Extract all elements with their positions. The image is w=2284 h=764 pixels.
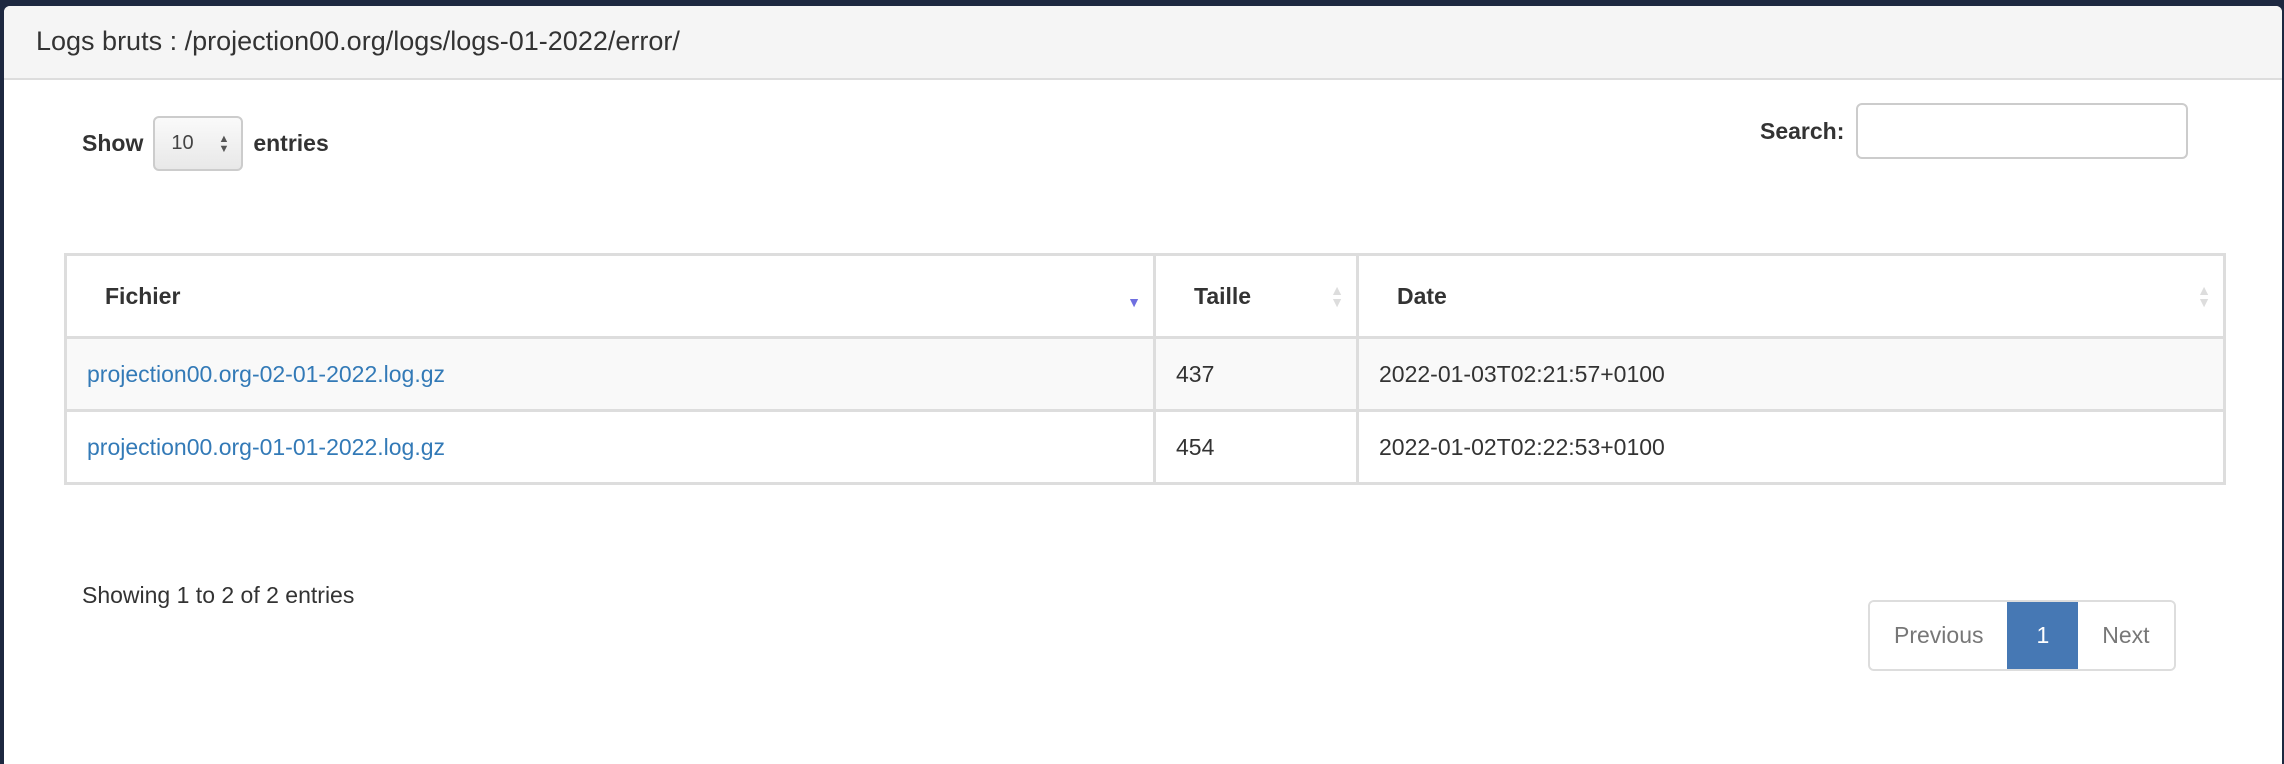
cell-size: 437 — [1153, 336, 1359, 412]
pagination: Previous 1 Next — [1868, 600, 2176, 671]
logs-table: Fichier ▼ Taille ▲ ▼ Date ▲ ▼ projection00… — [64, 253, 2226, 485]
table-row: projection00.org-02-01-2022.log.gz 437 2… — [64, 336, 2226, 412]
search-input[interactable] — [1856, 103, 2189, 159]
search-label: Search: — [1760, 117, 1845, 144]
entries-length-control: Show 10 ▲ ▼ entries — [82, 116, 329, 171]
column-label: Fichier — [105, 282, 181, 309]
entries-label: entries — [253, 130, 329, 156]
table-header-row: Fichier ▼ Taille ▲ ▼ Date ▲ ▼ — [64, 253, 2226, 339]
logs-panel: Logs bruts : /projection00.org/logs/logs… — [4, 6, 2282, 764]
entries-per-page-value: 10 — [171, 132, 194, 154]
cell-date: 2022-01-03T02:21:57+0100 — [1356, 336, 2226, 412]
table-row: projection00.org-01-01-2022.log.gz 454 2… — [64, 409, 2226, 485]
cell-size: 454 — [1153, 409, 1359, 485]
cell-file: projection00.org-02-01-2022.log.gz — [64, 336, 1156, 412]
file-link[interactable]: projection00.org-01-01-2022.log.gz — [87, 433, 446, 460]
page-1-button[interactable]: 1 — [2007, 602, 2079, 669]
show-label: Show — [82, 130, 144, 156]
panel-header: Logs bruts : /projection00.org/logs/logs… — [4, 6, 2282, 80]
cell-file: projection00.org-01-01-2022.log.gz — [64, 409, 1156, 485]
table-info: Showing 1 to 2 of 2 entries — [82, 582, 355, 608]
sort-descending-icon: ▼ — [1127, 294, 1141, 310]
previous-button[interactable]: Previous — [1870, 602, 2008, 669]
column-label: Date — [1397, 282, 1447, 309]
sort-both-icon: ▲ ▼ — [1330, 282, 1344, 310]
cell-date: 2022-01-02T02:22:53+0100 — [1356, 409, 2226, 485]
sort-both-icon: ▲ ▼ — [2197, 282, 2211, 310]
column-header-fichier[interactable]: Fichier ▼ — [64, 253, 1156, 339]
panel-title: Logs bruts : /projection00.org/logs/logs… — [36, 26, 680, 56]
entries-per-page-select[interactable]: 10 ▲ ▼ — [153, 116, 244, 171]
column-label: Taille — [1194, 282, 1252, 309]
column-header-date[interactable]: Date ▲ ▼ — [1356, 253, 2226, 339]
file-link[interactable]: projection00.org-02-01-2022.log.gz — [87, 360, 446, 387]
select-arrows-icon: ▲ ▼ — [218, 132, 230, 155]
next-button[interactable]: Next — [2078, 602, 2174, 669]
search-control: Search: — [1760, 103, 2189, 159]
column-header-taille[interactable]: Taille ▲ ▼ — [1153, 253, 1359, 339]
